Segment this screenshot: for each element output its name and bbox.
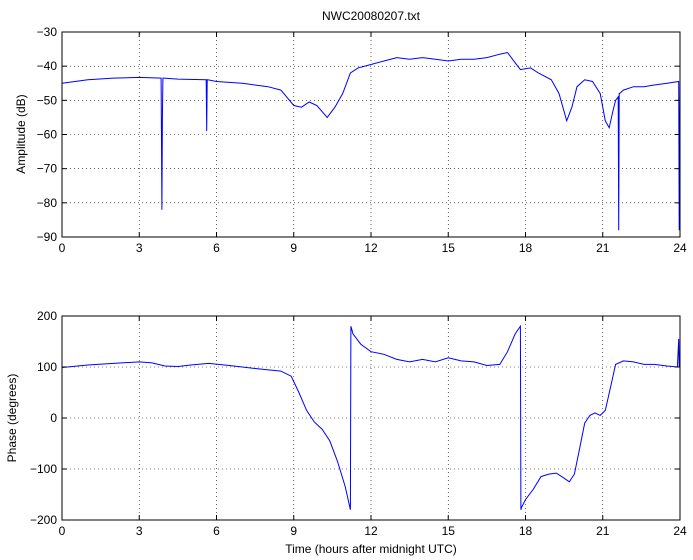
- phase-x-tick-label: 6: [213, 524, 220, 538]
- amplitude-x-tick-label: 18: [519, 241, 533, 255]
- amplitude-y-tick-label: −90: [37, 230, 58, 244]
- phase-x-axis-label: Time (hours after midnight UTC): [285, 542, 457, 556]
- phase-x-tick-label: 0: [59, 524, 66, 538]
- amplitude-x-tick-label: 6: [213, 241, 220, 255]
- phase-y-tick-label: 0: [50, 411, 57, 425]
- amplitude-y-tick-label: −80: [37, 196, 58, 210]
- amplitude-chart-title: NWC20080207.txt: [322, 9, 421, 23]
- amplitude-x-tick-label: 21: [596, 241, 610, 255]
- phase-x-tick-label: 18: [519, 524, 533, 538]
- amplitude-x-tick-label: 24: [673, 241, 687, 255]
- phase-y-tick-label: −100: [30, 462, 57, 476]
- amplitude-y-tick-label: −40: [37, 59, 58, 73]
- phase-series-line: [61, 324, 680, 510]
- amplitude-y-axis-label: Amplitude (dB): [14, 94, 28, 173]
- phase-y-axis-label: Phase (degrees): [5, 374, 19, 463]
- amplitude-x-tick-label: 0: [59, 241, 66, 255]
- phase-y-tick-label: 100: [37, 360, 57, 374]
- amplitude-y-tick-label: −70: [37, 162, 58, 176]
- phase-x-tick-label: 24: [673, 524, 687, 538]
- phase-x-tick-label: 9: [290, 524, 297, 538]
- phase-x-tick-label: 12: [364, 524, 378, 538]
- phase-y-tick-label: −200: [30, 513, 57, 527]
- amplitude-x-tick-label: 12: [364, 241, 378, 255]
- amplitude-x-tick-label: 3: [136, 241, 143, 255]
- amplitude-y-tick-label: −30: [37, 25, 58, 39]
- phase-x-tick-label: 15: [442, 524, 456, 538]
- amplitude-series-line: [61, 51, 681, 231]
- amplitude-x-tick-label: 9: [290, 241, 297, 255]
- phase-y-tick-label: 200: [37, 309, 57, 323]
- phase-panel: Phase (degrees) Time (hours after midnig…: [5, 309, 687, 556]
- phase-x-tick-label: 21: [596, 524, 610, 538]
- amplitude-panel: NWC20080207.txt Amplitude (dB) 0 3 6 9 12 15 1…: [14, 9, 687, 255]
- amplitude-y-tick-label: −50: [37, 93, 58, 107]
- amplitude-x-tick-label: 15: [442, 241, 456, 255]
- phase-x-tick-label: 3: [136, 524, 143, 538]
- amplitude-y-tick-label: −60: [37, 128, 58, 142]
